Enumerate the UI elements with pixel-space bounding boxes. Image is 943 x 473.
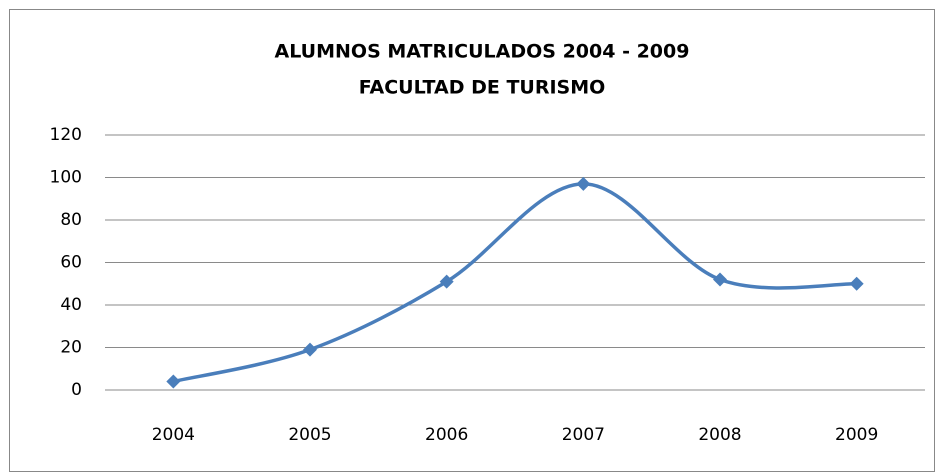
- chart-frame: [9, 9, 935, 472]
- y-tick-label: 120: [50, 125, 82, 145]
- y-tick-label: 0: [71, 380, 82, 400]
- x-tick-label: 2004: [152, 425, 195, 445]
- data-point: [166, 374, 181, 389]
- data-line: [172, 182, 857, 384]
- x-tick-label: 2007: [562, 425, 605, 445]
- data-point: [439, 274, 454, 289]
- x-tick-label: 2006: [425, 425, 468, 445]
- y-tick-label: 100: [50, 168, 82, 188]
- y-tick-label: 60: [60, 253, 82, 273]
- chart-subtitle: FACULTAD DE TURISMO: [359, 77, 606, 99]
- y-tick-label: 20: [60, 338, 82, 358]
- y-tick-label: 80: [60, 210, 82, 230]
- x-tick-label: 2008: [698, 425, 741, 445]
- data-point: [713, 272, 727, 287]
- x-tick-label: 2009: [835, 425, 878, 445]
- x-tick-label: 2005: [288, 425, 331, 445]
- data-point: [849, 276, 864, 291]
- data-point: [576, 176, 591, 191]
- y-tick-label: 40: [60, 295, 82, 315]
- chart-title: ALUMNOS MATRICULADOS 2004 - 2009: [275, 41, 690, 63]
- data-point: [303, 342, 317, 357]
